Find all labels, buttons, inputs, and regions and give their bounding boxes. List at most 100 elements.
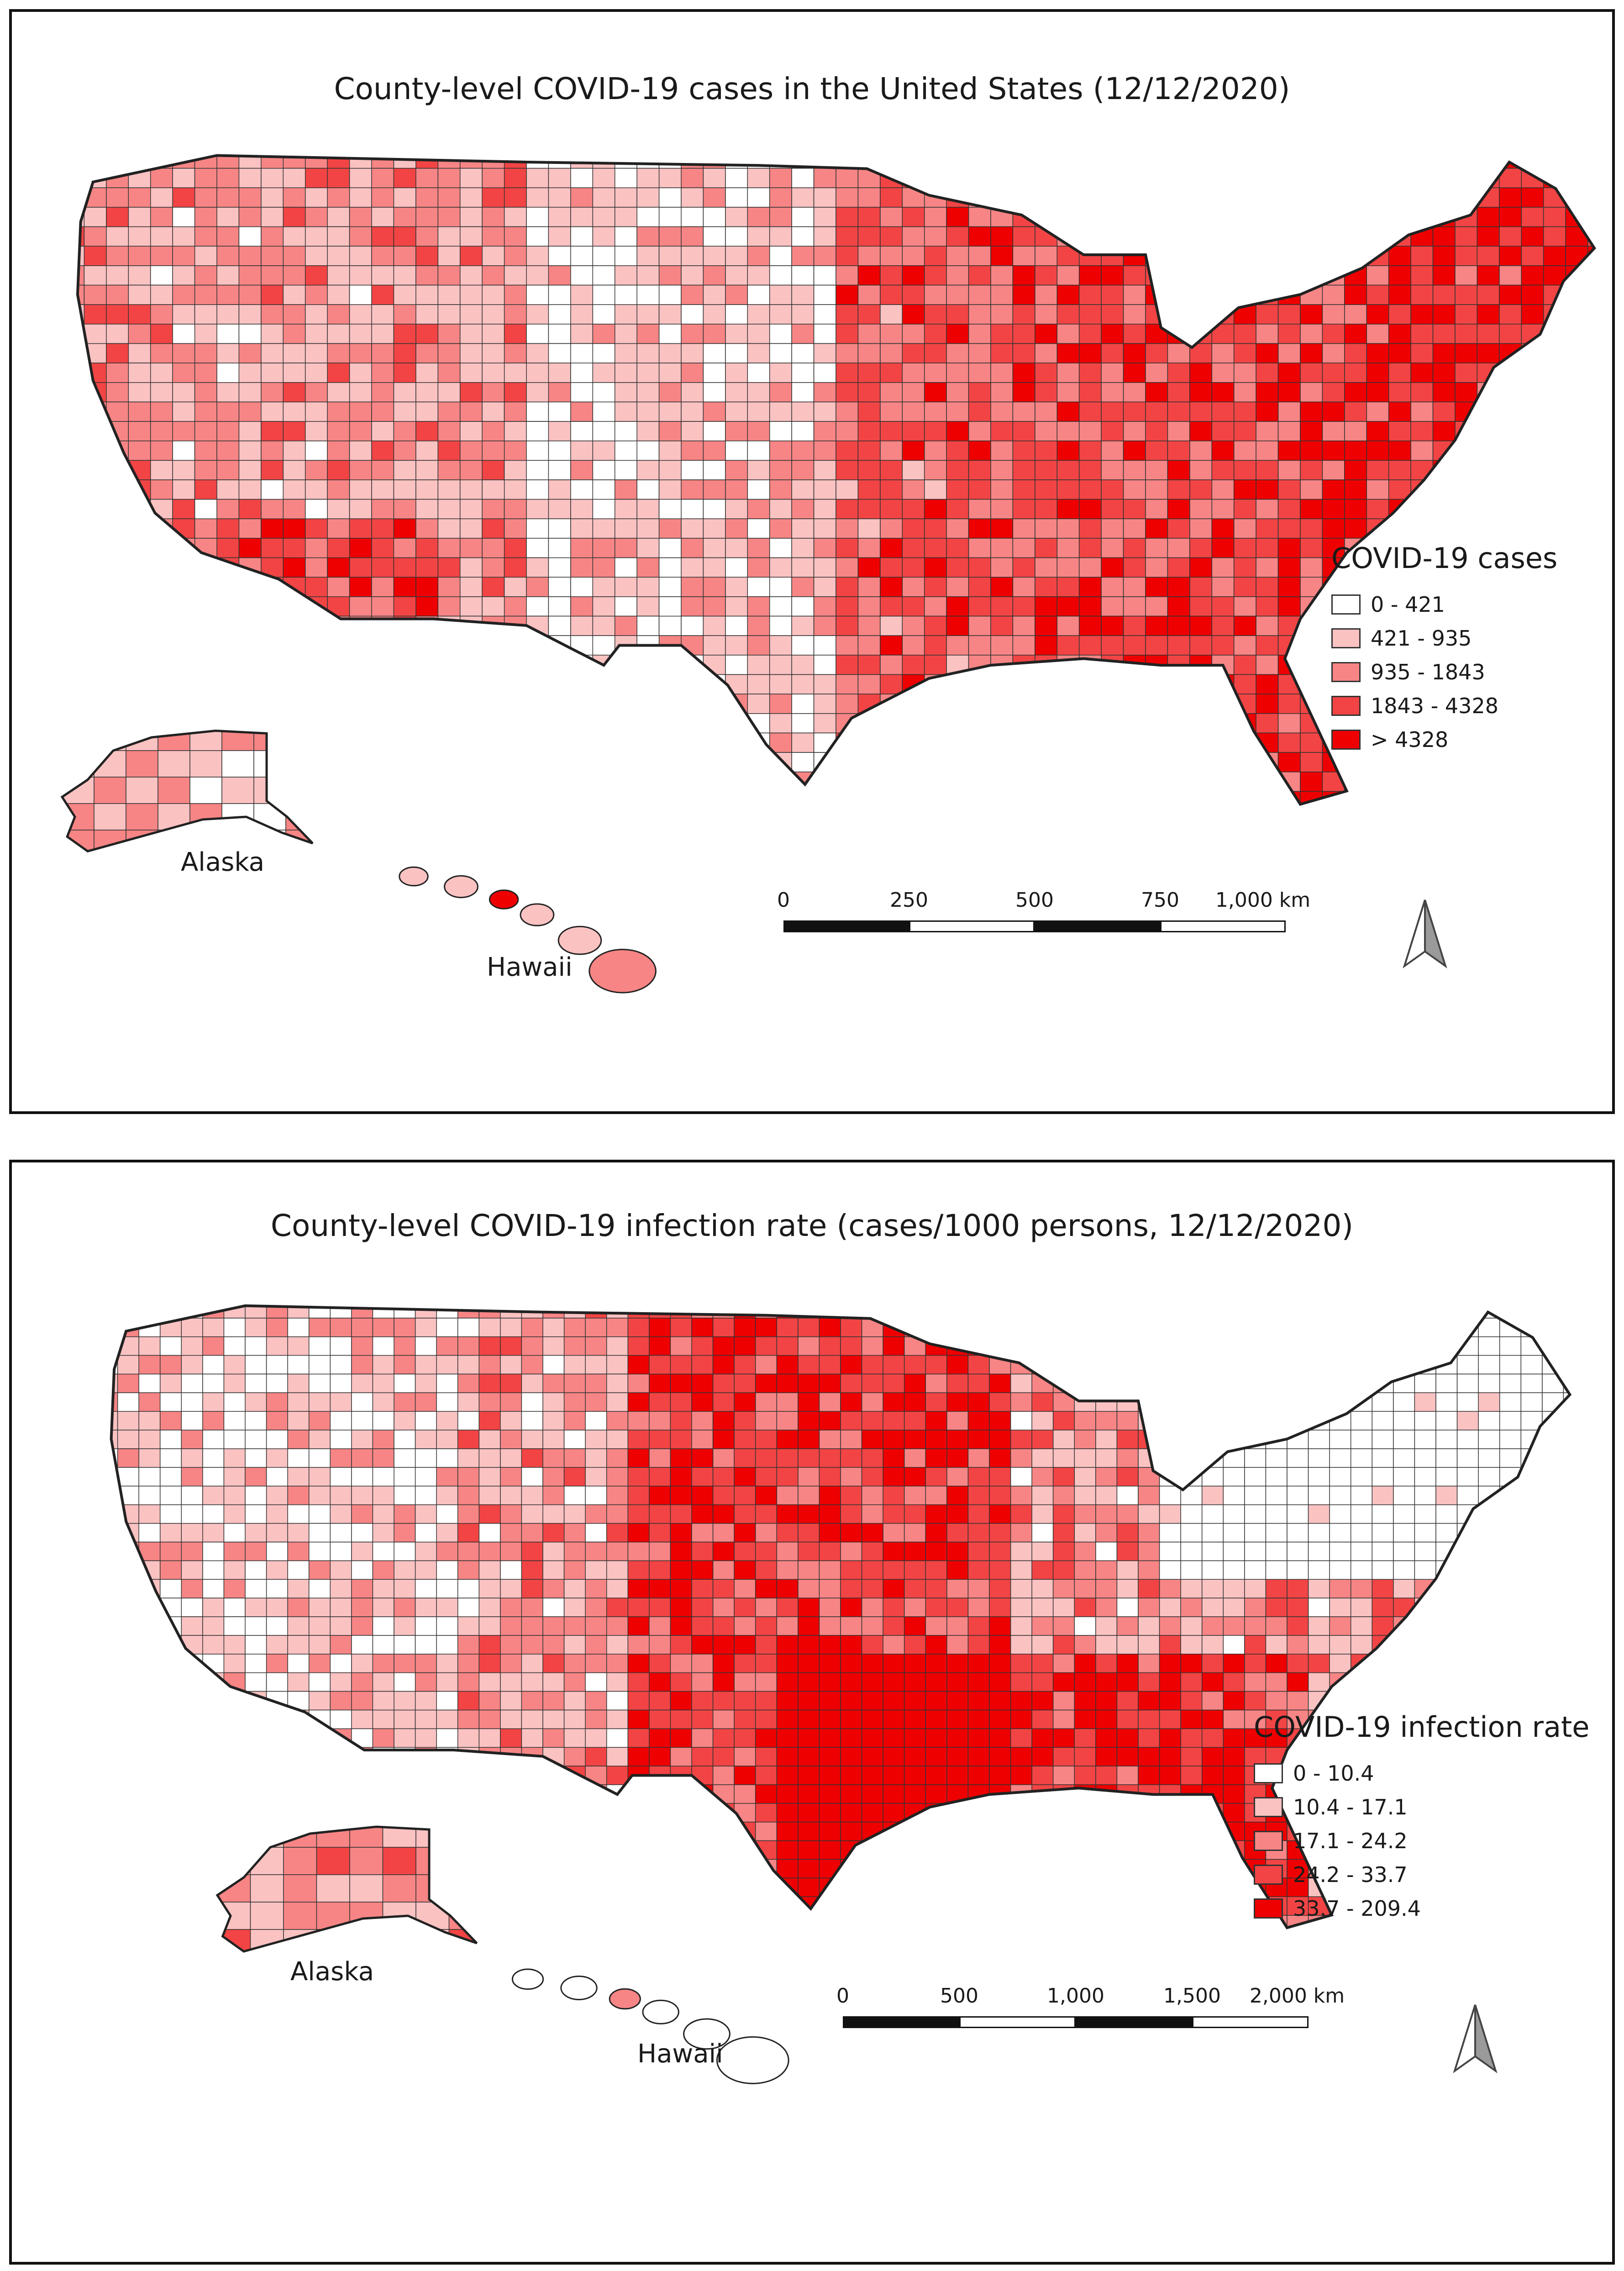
county-cell	[1329, 1355, 1351, 1375]
county-cell	[880, 155, 903, 169]
county-cell	[1101, 538, 1124, 558]
county-cell	[592, 752, 637, 792]
county-cell	[1189, 265, 1213, 286]
county-cell	[548, 596, 571, 617]
county-cell	[1074, 1635, 1096, 1655]
county-cell	[548, 655, 571, 675]
county-cell	[1543, 421, 1566, 442]
county-cell	[77, 655, 85, 675]
county-cell	[1095, 1305, 1118, 1319]
county-cell	[925, 1728, 947, 1748]
county-cell	[1388, 421, 1411, 442]
county-cell	[755, 1672, 778, 1692]
county-cell	[1432, 226, 1456, 247]
county-cell	[415, 265, 439, 286]
county-cell	[1223, 1318, 1245, 1337]
county-cell	[1435, 1467, 1458, 1487]
county-cell	[563, 1305, 586, 1319]
county-cell	[436, 1616, 458, 1636]
county-cell	[819, 1355, 841, 1375]
county-cell	[791, 791, 815, 804]
county-cell	[1035, 655, 1058, 675]
county-cell	[606, 1654, 629, 1673]
county-cell	[990, 324, 1014, 344]
county-cell	[925, 1467, 947, 1487]
county-cell	[606, 1859, 629, 1879]
county-cell	[1201, 1859, 1224, 1879]
county-cell	[904, 1672, 926, 1692]
county-cell	[1435, 1691, 1458, 1711]
county-cell	[106, 499, 151, 539]
borough-cell	[250, 1827, 284, 1848]
county-cell	[681, 791, 704, 804]
county-cell	[1477, 518, 1500, 539]
county-cell	[990, 265, 1014, 286]
county-cell	[1012, 382, 1035, 403]
county-cell	[563, 1803, 607, 1841]
county-cell	[172, 304, 195, 325]
county-cell	[84, 460, 107, 480]
county-cell	[1543, 791, 1566, 804]
county-cell	[1012, 713, 1035, 734]
county-cell	[223, 1336, 246, 1356]
county-cell	[776, 1504, 799, 1524]
county-cell	[327, 479, 350, 500]
county-cell	[725, 771, 748, 792]
county-cell	[1180, 1598, 1203, 1617]
county-cell	[1138, 1336, 1160, 1356]
county-cell	[150, 538, 173, 558]
county-cell	[1322, 499, 1345, 519]
county-cell	[924, 538, 947, 558]
county-cell	[734, 1430, 756, 1449]
county-cell	[457, 1467, 480, 1487]
county-cell	[111, 1598, 118, 1617]
borough-cell	[189, 777, 222, 804]
county-cell	[1256, 324, 1279, 344]
county-cell	[266, 1560, 288, 1580]
county-cell	[990, 382, 1014, 403]
county-cell	[1159, 1691, 1181, 1711]
county-cell	[1201, 1305, 1224, 1319]
county-cell	[415, 1784, 458, 1823]
county-cell	[946, 1691, 969, 1711]
county-cell	[459, 557, 483, 578]
county-cell	[946, 1411, 969, 1430]
county-cell	[819, 1541, 841, 1561]
county-cell	[1056, 674, 1080, 694]
county-cell	[880, 791, 903, 804]
county-cell	[681, 732, 704, 753]
county-cell	[585, 1859, 607, 1879]
county-cell	[150, 246, 173, 266]
county-cell	[904, 1598, 926, 1617]
county-cell	[500, 1467, 522, 1487]
county-cell	[159, 1355, 182, 1375]
county-cell	[925, 1784, 947, 1804]
county-cell	[159, 1467, 182, 1487]
county-cell	[925, 1541, 947, 1561]
county-cell	[1223, 1635, 1245, 1655]
county-cell	[946, 1541, 969, 1561]
county-cell	[904, 1915, 926, 1928]
county-cell	[1223, 1448, 1245, 1468]
county-cell	[1587, 421, 1595, 442]
county-cell	[1116, 1541, 1139, 1561]
county-cell	[372, 1598, 394, 1617]
county-cell	[681, 771, 704, 792]
county-cell	[1201, 1635, 1224, 1655]
county-cell	[904, 1411, 926, 1430]
county-cell	[245, 1560, 267, 1580]
county-cell	[769, 187, 792, 208]
county-cell	[968, 207, 991, 227]
county-cell	[734, 1448, 756, 1468]
county-cell	[769, 518, 792, 539]
county-cell	[1563, 1392, 1570, 1412]
borough-cell	[382, 1874, 416, 1903]
county-cell	[1414, 1691, 1436, 1711]
county-cell	[117, 1411, 139, 1430]
county-cell	[649, 1486, 671, 1505]
county-cell	[159, 1915, 203, 1928]
county-cell	[349, 518, 372, 539]
county-cell	[606, 1896, 650, 1928]
county-cell	[1256, 732, 1279, 753]
county-cell	[478, 1803, 522, 1841]
